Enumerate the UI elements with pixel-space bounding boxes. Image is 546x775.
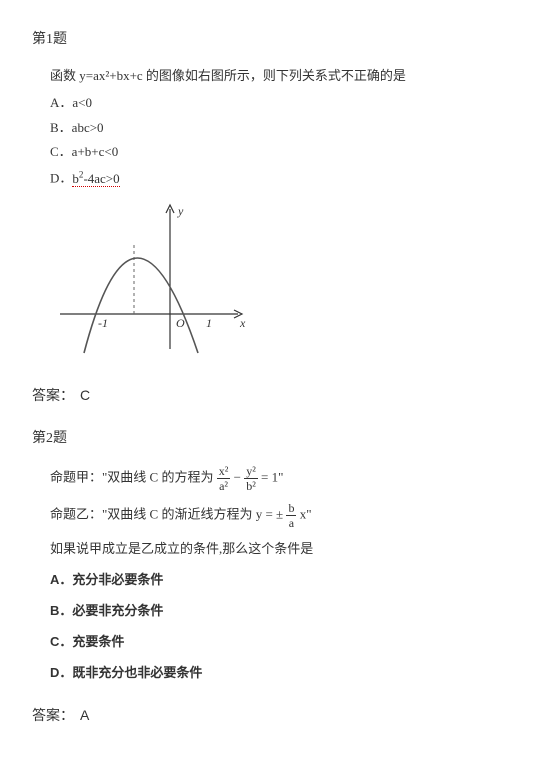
opt-label: B． [50,120,72,135]
q2-stem3: 如果说甲成立是乙成立的条件,那么这个条件是 [50,539,514,560]
stem1-pre: 命题甲："双曲线 C 的方程为 [50,470,213,485]
answer-value: C [80,387,90,403]
stem2-post: " [306,507,311,522]
q1-option-c: C．a+b+c<0 [50,142,514,163]
stem2-pre: 命题乙："双曲线 C 的渐近线方程为 y = ± [50,507,286,522]
answer-value: A [80,707,89,723]
y-label: y [177,204,184,218]
q1-answer: 答案： C [32,385,514,405]
q2-block: 命题甲："双曲线 C 的方程为 x²a² − y²b² = 1" 命题乙："双曲… [50,465,514,683]
q2-stem2: 命题乙："双曲线 C 的渐近线方程为 y = ± ba x" [50,502,514,529]
num: x² [217,465,231,479]
opt-text: b2-4ac>0 [72,171,119,187]
q2-stem1: 命题甲："双曲线 C 的方程为 x²a² − y²b² = 1" [50,465,514,492]
parabola-curve [84,258,198,353]
origin-label: O [176,316,185,330]
opt-label: C． [50,144,72,159]
opt-text: a+b+c<0 [72,144,119,159]
q2-option-a: A．充分非必要条件 [50,570,514,591]
q1-option-a: A．a<0 [50,93,514,114]
den: b² [244,479,258,492]
opt-text: a<0 [72,95,92,110]
eq1-tail: = 1 [261,470,278,485]
den: a [286,516,296,529]
q1-stem: 函数 y=ax²+bx+c 的图像如右图所示，则下列关系式不正确的是 [50,66,514,87]
frac-ba: ba [286,502,296,529]
den: a² [217,479,231,492]
q1-option-d: D．b2-4ac>0 [50,167,514,189]
q1-option-b: B．abc>0 [50,118,514,139]
num: y² [244,465,258,479]
opt-text: abc>0 [72,120,104,135]
q2-answer: 答案： A [32,705,514,725]
q2-option-b: B．必要非充分条件 [50,601,514,622]
d-post: -4ac>0 [83,171,119,186]
parabola-plot: -1 1 O y x [50,199,250,359]
frac-y2b2: y²b² [244,465,258,492]
opt-label: D． [50,171,72,186]
q1-figure: -1 1 O y x [50,199,514,363]
answer-label: 答案： [32,709,74,724]
q1-heading: 第1题 [32,28,514,48]
q2-heading: 第2题 [32,427,514,447]
opt-label: A． [50,95,72,110]
q1-block: 函数 y=ax²+bx+c 的图像如右图所示，则下列关系式不正确的是 A．a<0… [50,66,514,363]
x-label: x [239,316,246,330]
minus: − [234,470,241,485]
q2-option-d: D．既非充分也非必要条件 [50,663,514,684]
frac-x2a2: x²a² [217,465,231,492]
tick-neg1: -1 [98,316,108,330]
tick-pos1: 1 [206,316,212,330]
stem1-post: " [278,470,283,485]
answer-label: 答案： [32,389,74,404]
num: b [286,502,296,516]
q2-option-c: C．充要条件 [50,632,514,653]
